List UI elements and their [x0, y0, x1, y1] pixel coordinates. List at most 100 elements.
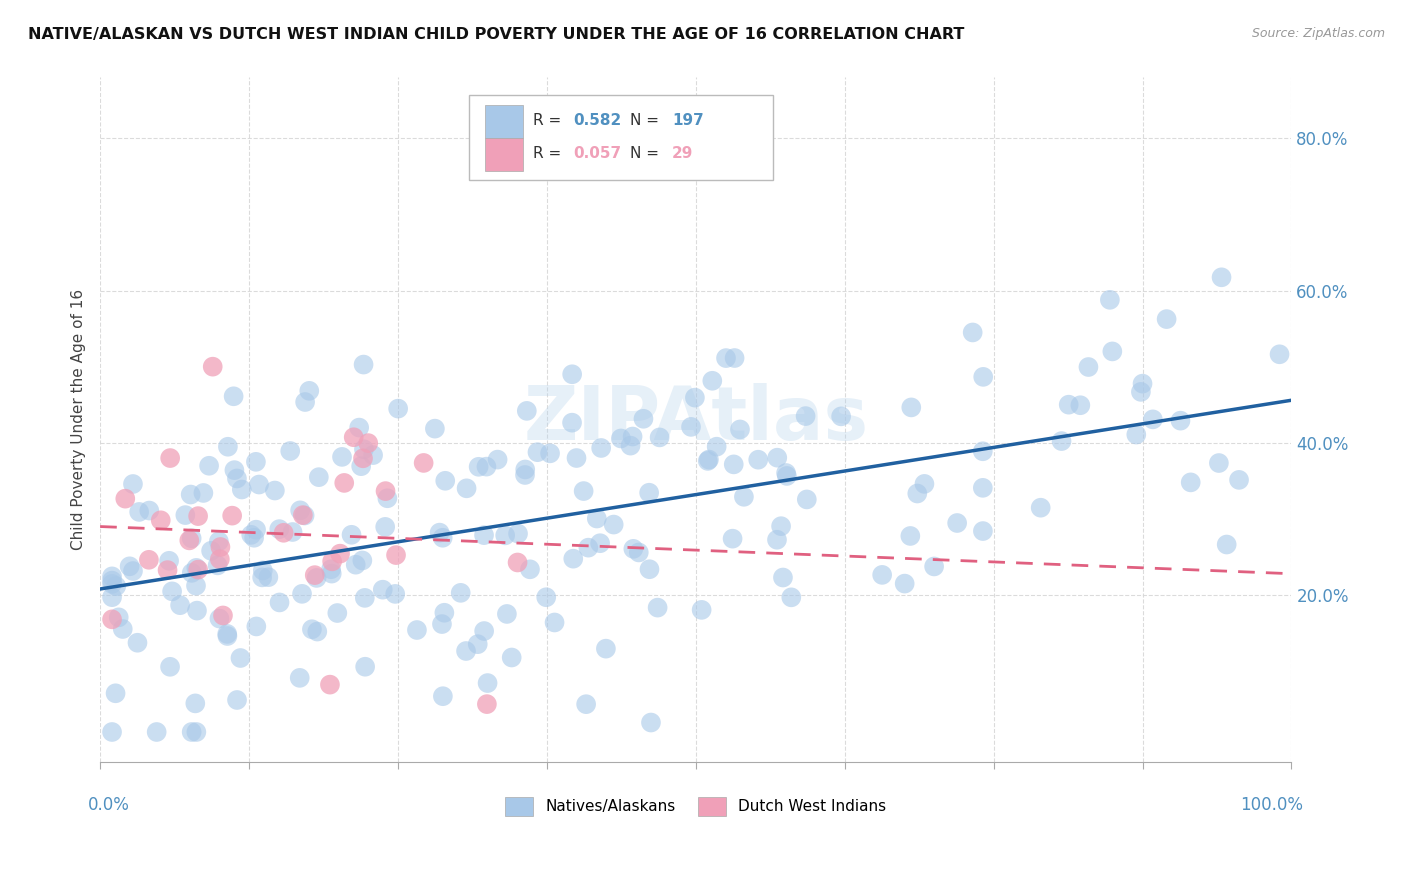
Point [1057, 398, 1080, 412]
Legend: Natives/Alaskans, Dutch West Indians: Natives/Alaskans, Dutch West Indians [498, 789, 894, 823]
Point [775, 466, 797, 480]
Point [432, 690, 454, 704]
Point [184, 579, 207, 593]
Point [250, 570, 273, 584]
Point [1098, 293, 1121, 307]
Point [697, 452, 720, 467]
Point [294, 395, 316, 409]
Point [226, 471, 249, 485]
Point [454, 644, 477, 658]
Point [1268, 347, 1291, 361]
Point [621, 541, 644, 556]
Point [870, 567, 893, 582]
Point [245, 619, 267, 633]
Point [180, 566, 202, 580]
Point [217, 440, 239, 454]
Point [501, 650, 523, 665]
Point [1227, 473, 1250, 487]
Point [371, 582, 394, 597]
FancyBboxPatch shape [485, 105, 523, 138]
Point [208, 534, 231, 549]
Point [1050, 434, 1073, 448]
Point [229, 651, 252, 665]
Text: 0.0%: 0.0% [89, 797, 131, 814]
Point [319, 678, 342, 692]
Point [412, 456, 434, 470]
Point [304, 568, 326, 582]
Point [252, 563, 274, 577]
Point [486, 452, 509, 467]
Point [305, 571, 328, 585]
Point [352, 451, 374, 466]
Point [208, 611, 231, 625]
Point [472, 624, 495, 638]
Point [174, 508, 197, 522]
Point [101, 574, 124, 588]
Point [467, 637, 489, 651]
Point [475, 459, 498, 474]
Point [301, 622, 323, 636]
Point [1170, 414, 1192, 428]
Point [122, 477, 145, 491]
Point [679, 420, 702, 434]
Point [221, 508, 243, 523]
Point [245, 523, 267, 537]
FancyBboxPatch shape [485, 137, 523, 171]
Point [180, 725, 202, 739]
Point [104, 686, 127, 700]
Point [429, 525, 451, 540]
Point [561, 416, 583, 430]
Point [208, 552, 231, 566]
Point [353, 442, 375, 457]
Point [321, 566, 343, 581]
Point [145, 725, 167, 739]
Point [595, 641, 617, 656]
Point [516, 404, 538, 418]
Point [515, 462, 537, 476]
Point [683, 391, 706, 405]
Point [513, 467, 536, 482]
Point [893, 576, 915, 591]
Point [619, 439, 641, 453]
Point [766, 533, 789, 547]
Point [340, 528, 363, 542]
Point [118, 559, 141, 574]
Point [432, 531, 454, 545]
Point [101, 725, 124, 739]
Point [111, 622, 134, 636]
Point [747, 452, 769, 467]
Point [288, 503, 311, 517]
Point [506, 556, 529, 570]
Point [830, 409, 852, 424]
Point [127, 636, 149, 650]
Point [575, 697, 598, 711]
Point [898, 529, 921, 543]
Point [307, 624, 329, 639]
Text: 0.057: 0.057 [574, 146, 621, 161]
Point [1180, 475, 1202, 490]
Point [946, 516, 969, 530]
Point [128, 505, 150, 519]
Point [377, 491, 399, 506]
Point [562, 551, 585, 566]
Point [294, 508, 316, 523]
Point [475, 697, 498, 711]
Point [472, 528, 495, 542]
Point [240, 528, 263, 542]
Point [138, 503, 160, 517]
Point [696, 454, 718, 468]
Point [1215, 537, 1237, 551]
Point [217, 627, 239, 641]
Point [330, 450, 353, 464]
Point [1156, 312, 1178, 326]
Point [160, 584, 183, 599]
Point [101, 569, 124, 583]
Point [114, 491, 136, 506]
Point [357, 436, 380, 450]
Point [209, 540, 232, 554]
Point [456, 481, 478, 495]
Point [638, 562, 661, 576]
Point [638, 485, 661, 500]
Text: R =: R = [533, 113, 565, 128]
Point [776, 469, 799, 483]
